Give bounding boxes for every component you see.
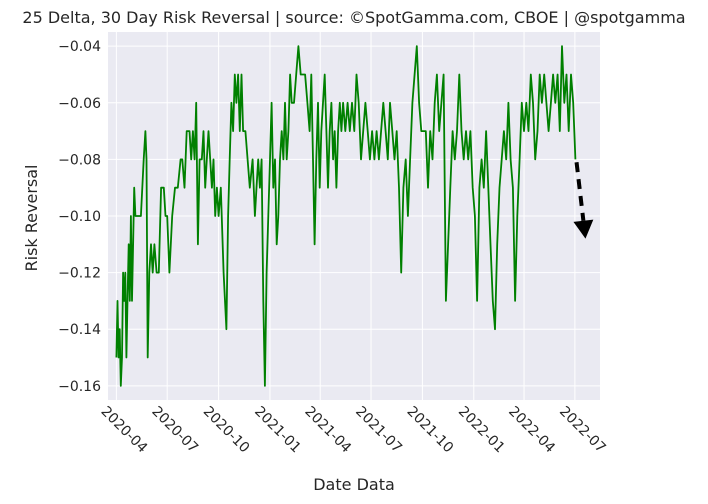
line-layer	[115, 45, 577, 387]
y-tick-label: −0.04	[58, 39, 101, 55]
x-tick-label: 2021-10	[404, 404, 457, 457]
y-tick-label: −0.06	[58, 96, 101, 112]
x-axis-label: Date Data	[313, 475, 395, 494]
x-tick-label: 2021-01	[251, 404, 304, 457]
x-tick-label: 2021-04	[301, 404, 354, 457]
y-tick-label: −0.12	[58, 266, 101, 282]
x-tick-label: 2021-07	[352, 404, 405, 457]
annotation-arrow-shaft	[574, 161, 586, 222]
x-tick-label: 2022-04	[505, 404, 558, 457]
y-tick-label: −0.08	[58, 152, 101, 168]
x-tick-label: 2020-10	[200, 404, 253, 457]
y-tick-label: −0.16	[58, 379, 101, 395]
y-tick-label: −0.14	[58, 322, 101, 338]
annotation-arrow-head	[573, 219, 594, 239]
x-tick-labels: 2020-042020-072020-102021-012021-042021-…	[98, 404, 609, 457]
x-tick-label: 2022-07	[556, 404, 609, 457]
annotation-layer	[573, 161, 594, 239]
x-tick-label: 2020-04	[98, 404, 151, 457]
series-line	[115, 45, 577, 387]
x-tick-label: 2022-01	[455, 404, 508, 457]
y-tick-labels: −0.04 −0.06 −0.08 −0.10 −0.12 −0.14 −0.16	[58, 39, 101, 395]
x-tick-label: 2020-07	[148, 404, 201, 457]
y-tick-label: −0.10	[58, 209, 101, 225]
chart-title: 25 Delta, 30 Day Risk Reversal | source:…	[22, 8, 685, 27]
y-axis-label: Risk Reversal	[22, 165, 41, 272]
